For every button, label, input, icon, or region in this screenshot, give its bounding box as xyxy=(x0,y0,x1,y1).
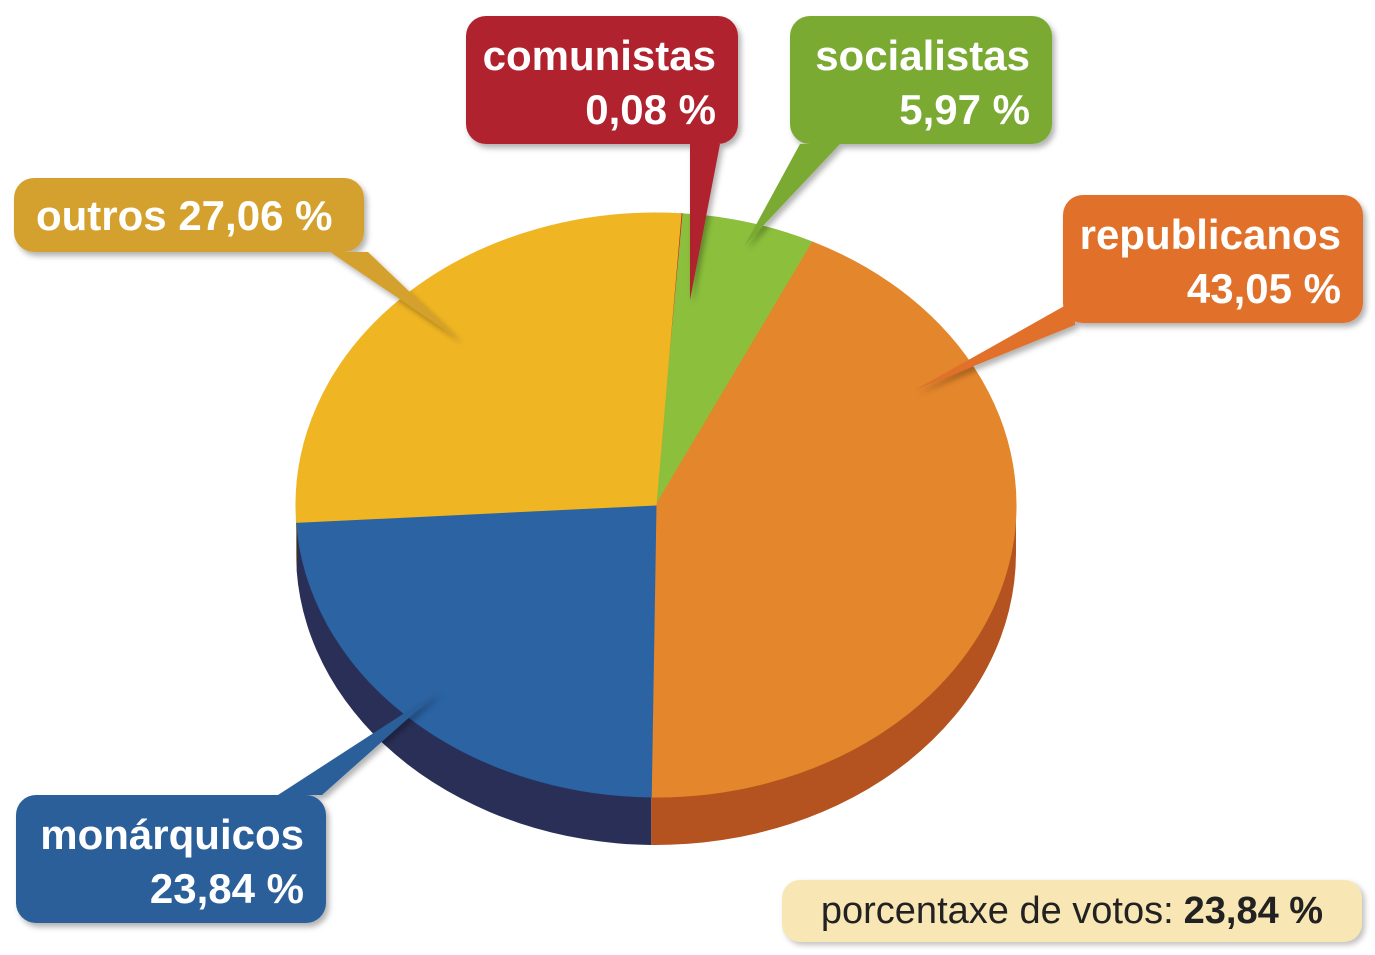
callout-comunistas: comunistas 0,08 % xyxy=(466,16,738,300)
callout-pointer xyxy=(915,300,1075,390)
callout-monarquicos: monárquicos 23,84 % xyxy=(16,690,440,923)
callout-pointer xyxy=(278,690,440,795)
pie-slices xyxy=(295,212,1017,798)
callout-value: 23,84 % xyxy=(150,865,304,912)
callout-label: republicanos xyxy=(1080,211,1341,258)
vote-percentage-value: 23,84 % xyxy=(1183,889,1324,932)
callout-value: 43,05 % xyxy=(1187,265,1341,312)
callout-box xyxy=(1063,195,1363,323)
callout-box xyxy=(14,178,364,252)
vote-percentage-note: porcentaxe de votos: 23,84 % xyxy=(782,880,1362,942)
pie-slice-socialistas xyxy=(655,213,814,506)
callout-outros: outros 27,06 % xyxy=(14,178,460,340)
callout-pointer xyxy=(745,144,840,245)
callout-box xyxy=(466,16,738,144)
callout-pointer xyxy=(690,144,720,300)
pie-side-republicanos xyxy=(651,505,1016,845)
callout-label: comunistas xyxy=(483,32,716,79)
callout-box xyxy=(16,795,326,923)
pie-side-monarquicos xyxy=(296,522,652,845)
callout-label: socialistas xyxy=(815,32,1030,79)
callout-republicanos: republicanos 43,05 % xyxy=(915,195,1363,390)
callout-value: 5,97 % xyxy=(899,86,1030,133)
callout-label-value: outros 27,06 % xyxy=(36,192,332,239)
callout-value: 0,08 % xyxy=(585,86,716,133)
pie-slice-republicanos xyxy=(650,241,1017,798)
callout-socialistas: socialistas 5,97 % xyxy=(745,16,1052,245)
callout-box xyxy=(790,16,1052,144)
callouts: comunistas 0,08 % socialistas 5,97 % republi… xyxy=(14,16,1363,923)
callout-label: monárquicos xyxy=(40,811,304,858)
vote-percentage-label: porcentaxe de votos: xyxy=(820,889,1174,932)
callout-pointer xyxy=(330,252,460,340)
